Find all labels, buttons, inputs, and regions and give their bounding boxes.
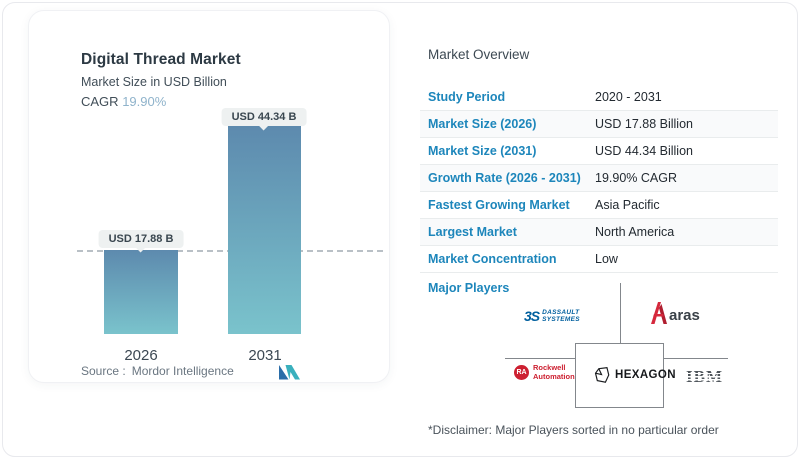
dassault-logo-text: DASSAULT SYSTEMES bbox=[542, 309, 580, 324]
rockwell-badge-icon: RA bbox=[514, 365, 529, 381]
table-row: Largest Market North America bbox=[420, 219, 778, 246]
dassault-3ds-icon: 3S bbox=[524, 308, 540, 324]
rockwell-line1: Rockwell bbox=[533, 363, 566, 372]
major-players-label: Major Players bbox=[428, 281, 510, 295]
connector-horizontal-right-line bbox=[664, 358, 728, 359]
cagr-label: CAGR bbox=[81, 94, 119, 109]
connector-center-box bbox=[575, 343, 664, 408]
aras-a-icon bbox=[651, 302, 667, 324]
rockwell-line2: Automation bbox=[533, 371, 575, 381]
connector-horizontal-left-line bbox=[505, 358, 575, 359]
row-label: Largest Market bbox=[428, 225, 517, 239]
mordor-intelligence-logo-icon bbox=[279, 365, 300, 380]
bar-value-label-2031: USD 44.34 B bbox=[221, 108, 307, 126]
table-row: Market Size (2026) USD 17.88 Billion bbox=[420, 111, 778, 138]
chart-cagr-line: CAGR 19.90% bbox=[81, 94, 166, 109]
dassault-line1: DASSAULT bbox=[542, 308, 580, 316]
rockwell-logo-text: Rockwell Automation bbox=[533, 363, 575, 381]
table-row: Fastest Growing Market Asia Pacific bbox=[420, 192, 778, 219]
row-label: Growth Rate (2026 - 2031) bbox=[428, 171, 581, 185]
aras-logo: aras bbox=[650, 302, 700, 324]
overview-title: Market Overview bbox=[428, 47, 530, 62]
hexagon-logo: HEXAGON bbox=[593, 366, 676, 384]
cagr-value: 19.90% bbox=[122, 94, 167, 109]
table-row: Growth Rate (2026 - 2031) 19.90% CAGR bbox=[420, 165, 778, 192]
dassault-line2: SYSTEMES bbox=[542, 316, 580, 323]
row-value: North America bbox=[595, 225, 675, 239]
bar-2031 bbox=[228, 126, 301, 334]
x-axis-label-2026: 2026 bbox=[124, 347, 158, 364]
chart-title: Digital Thread Market bbox=[81, 51, 241, 68]
chart-subtitle: Market Size in USD Billion bbox=[81, 75, 227, 89]
row-value: USD 44.34 Billion bbox=[595, 144, 693, 158]
aras-logo-text: aras bbox=[669, 307, 700, 324]
table-row: Study Period 2020 - 2031 bbox=[420, 84, 778, 111]
source-label: Source : bbox=[81, 364, 126, 378]
row-label: Study Period bbox=[428, 90, 506, 104]
market-chart-card: Digital Thread Market Market Size in USD… bbox=[28, 10, 390, 383]
dassault-systemes-logo: 3S DASSAULT SYSTEMES bbox=[524, 308, 580, 324]
x-axis-label-2031: 2031 bbox=[248, 347, 282, 364]
ibm-logo: IBM bbox=[686, 368, 723, 385]
row-label: Market Size (2031) bbox=[428, 144, 537, 158]
rockwell-automation-logo: RA Rockwell Automation bbox=[514, 363, 575, 381]
row-value: 19.90% CAGR bbox=[595, 171, 677, 185]
source-value: Mordor Intelligence bbox=[131, 364, 234, 378]
row-value: Asia Pacific bbox=[595, 198, 660, 212]
ibm-logo-text: IBM bbox=[686, 367, 723, 386]
market-overview-table: Study Period 2020 - 2031 Market Size (20… bbox=[420, 84, 778, 273]
table-row: Market Size (2031) USD 44.34 Billion bbox=[420, 138, 778, 165]
row-label: Fastest Growing Market bbox=[428, 198, 570, 212]
hexagon-icon bbox=[594, 366, 610, 383]
connector-vertical-line bbox=[620, 283, 621, 343]
table-row: Market Concentration Low bbox=[420, 246, 778, 273]
row-value: 2020 - 2031 bbox=[595, 90, 662, 104]
row-label: Market Concentration bbox=[428, 252, 557, 266]
bar-2026 bbox=[104, 250, 178, 334]
row-value: USD 17.88 Billion bbox=[595, 117, 693, 131]
row-label: Market Size (2026) bbox=[428, 117, 537, 131]
disclaimer-text: *Disclaimer: Major Players sorted in no … bbox=[428, 423, 719, 437]
source-attribution: Source : Mordor Intelligence bbox=[81, 364, 234, 378]
bar-value-label-2026: USD 17.88 B bbox=[98, 230, 184, 248]
row-value: Low bbox=[595, 252, 618, 266]
hexagon-logo-text: HEXAGON bbox=[615, 369, 676, 381]
